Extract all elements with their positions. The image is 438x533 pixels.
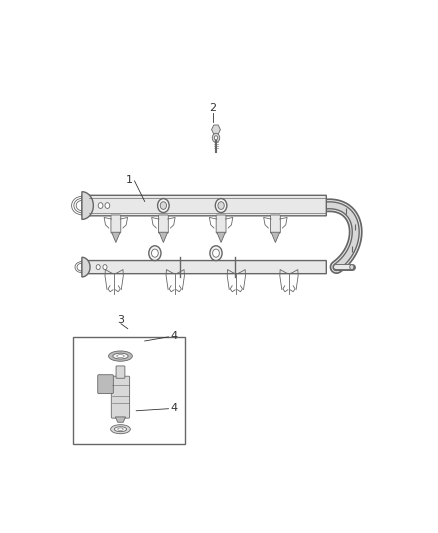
Ellipse shape: [109, 351, 132, 361]
FancyBboxPatch shape: [82, 261, 326, 273]
Circle shape: [105, 203, 110, 208]
Polygon shape: [159, 232, 168, 243]
Circle shape: [218, 201, 224, 209]
FancyBboxPatch shape: [111, 215, 121, 233]
Polygon shape: [115, 417, 126, 422]
Ellipse shape: [113, 353, 128, 359]
Circle shape: [152, 249, 158, 257]
Text: 1: 1: [126, 175, 133, 185]
FancyBboxPatch shape: [216, 215, 226, 233]
Bar: [74, 337, 185, 443]
FancyBboxPatch shape: [159, 215, 168, 233]
Circle shape: [350, 265, 354, 270]
Circle shape: [210, 246, 222, 261]
Polygon shape: [82, 192, 93, 220]
Circle shape: [212, 249, 219, 257]
Circle shape: [158, 199, 169, 213]
FancyBboxPatch shape: [98, 375, 113, 393]
Ellipse shape: [118, 428, 123, 431]
Text: 3: 3: [117, 314, 124, 325]
Ellipse shape: [114, 427, 127, 432]
Polygon shape: [112, 232, 120, 243]
Text: 4: 4: [170, 331, 177, 341]
Polygon shape: [271, 232, 279, 243]
Circle shape: [214, 136, 218, 140]
Circle shape: [215, 199, 227, 213]
Ellipse shape: [117, 354, 124, 358]
Text: 4: 4: [170, 403, 177, 413]
Polygon shape: [82, 257, 90, 277]
FancyBboxPatch shape: [111, 376, 130, 418]
FancyBboxPatch shape: [271, 215, 280, 233]
Text: 2: 2: [209, 103, 216, 113]
FancyBboxPatch shape: [116, 366, 125, 378]
FancyBboxPatch shape: [82, 195, 326, 216]
Circle shape: [149, 246, 161, 261]
Circle shape: [103, 265, 107, 270]
Polygon shape: [212, 125, 220, 134]
Circle shape: [212, 133, 220, 142]
Ellipse shape: [111, 425, 131, 434]
Polygon shape: [217, 232, 225, 243]
Circle shape: [98, 203, 103, 208]
Circle shape: [160, 201, 166, 209]
Circle shape: [96, 265, 100, 270]
